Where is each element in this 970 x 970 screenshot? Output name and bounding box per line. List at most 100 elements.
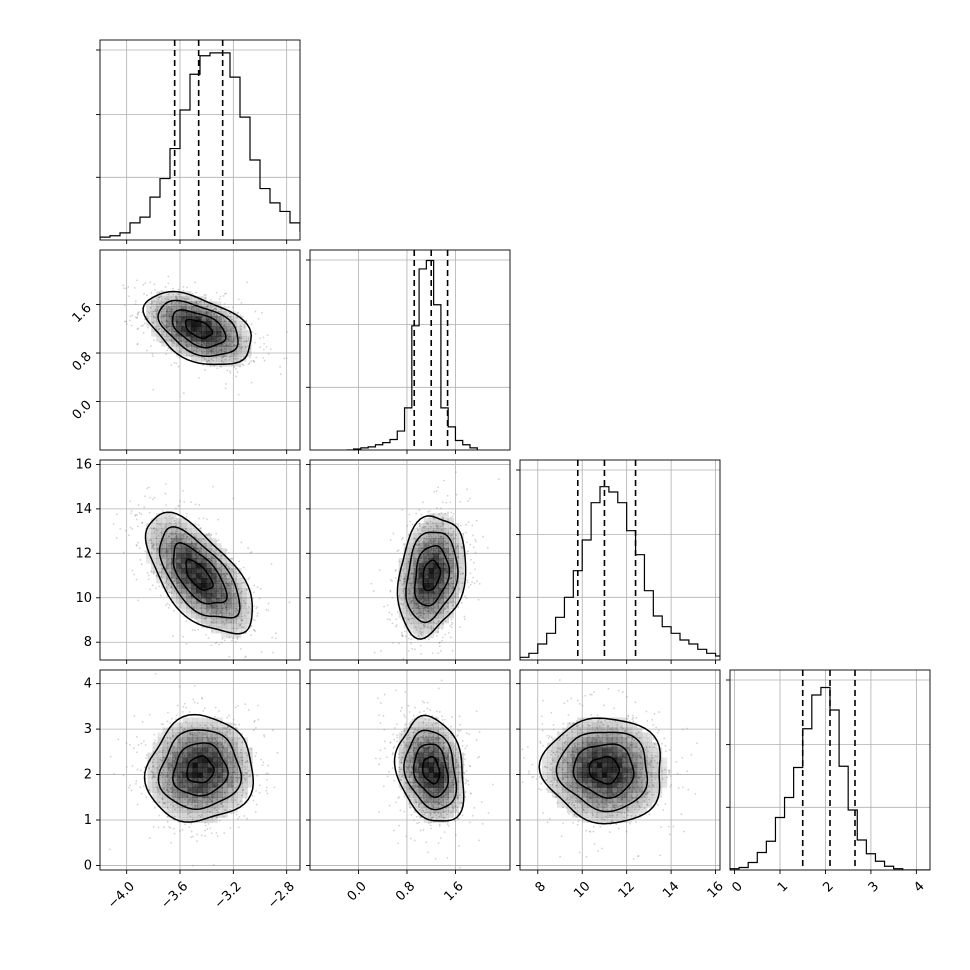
pair-1-density-cell [221,618,227,624]
pair-0-point [205,353,208,355]
pair-2-point [434,612,437,615]
pair-1-point [231,568,234,570]
pair-2-point [404,635,407,638]
pair-0-point [263,359,266,362]
pair-3-density-cell [172,762,178,768]
pair-3-contour-1 [172,742,229,797]
hist-0-steps [100,52,300,240]
pair-0-density-cell [176,301,182,307]
pair-3-point [242,788,245,791]
pair-2-point [452,587,455,590]
pair-3-point [241,759,244,762]
pair-3-density-cell [167,787,173,793]
pair-2-point [410,642,412,645]
pair-2-point [448,611,451,613]
pair-0-point [216,315,219,317]
pair-3-point [207,728,210,731]
pair-0-point [233,357,235,360]
pair-2-point [400,597,403,600]
pair-3-point [207,737,210,740]
pair-3-point [207,739,210,742]
pair-3-point [152,750,155,753]
pair-1-point [212,557,215,560]
pair-2-point [454,545,457,548]
pair-1-density-cell [196,548,202,554]
pair-3-point [155,781,158,784]
pair-1-point [173,589,176,592]
pair-2-point [419,614,422,617]
pair-3-density-cell [237,797,243,803]
pair-2-point [410,572,413,574]
pair-1-density-cell [156,528,162,534]
pair-0-point [231,325,234,328]
pair-2-point [378,569,381,571]
pair-0-point [222,356,224,359]
pair-3-point [243,777,246,780]
pair-1-density-cell [226,573,232,579]
pair-1-point [216,605,219,608]
pair-1-point [181,537,184,539]
pair-4-point [475,710,478,713]
pair-3-density-cell [162,802,168,808]
pair-1-point [221,585,223,587]
pair-3-point [241,741,244,744]
pair-0-density-cell [171,291,177,297]
pair-1-point [214,642,217,645]
pair-2-point [451,622,454,624]
pair-2-point [465,523,468,526]
pair-0-point [243,340,246,343]
pair-3-density-cell [182,752,188,758]
pair-3-point [163,788,165,790]
pair-0-point [200,356,203,359]
pair-2-point [456,545,459,547]
pair-3-point [231,788,234,791]
pair-2-point [410,601,412,604]
pair-3-point [139,786,142,789]
pair-1-point [151,584,154,587]
pair-0-point [193,346,196,348]
pair-0-point [142,324,145,327]
pair-3-point [158,750,161,753]
pair-2-density-cell [398,608,405,614]
pair-2-point [454,595,456,598]
pair-3-density-cell [227,782,233,788]
pair-2-point [467,500,470,502]
pair-0-density-cell [221,316,227,322]
pair-0-point [212,350,214,353]
pair-1-density-cell [171,593,177,599]
pair-1-density-cell [176,523,182,529]
pair-2-point [394,569,397,572]
pair-3-density-cell [202,812,208,818]
pair-1-point [206,610,209,613]
pair-1-density-cell [221,633,227,639]
pair-2-point [457,556,460,558]
pair-3-contour-2 [157,729,243,811]
pair-1-point [228,591,231,594]
pair-0-point [152,314,155,317]
pair-1-point [252,597,254,600]
pair-0-point [179,340,182,343]
pair-3-density-cell [167,782,173,788]
pair-3-density-cell [177,812,183,818]
pair-3-density-cell [172,787,178,793]
pair-1-point [166,555,169,557]
pair-1-point [240,591,242,594]
pair-0-density-cell [231,356,237,362]
pair-0-density-cell [176,351,182,357]
pair-0-density-cell [211,351,217,357]
pair-3-point [135,751,138,754]
pair-1-density-cell [226,583,232,589]
pair-2-point [449,516,452,519]
pair-0-density-cell [186,296,192,302]
pair-1-density-cell [226,608,232,614]
pair-0-point [219,308,222,311]
pair-0-density-cell [181,321,187,327]
pair-2-point [442,517,445,520]
pair-0-density-cell [201,351,207,357]
pair-1-density-cell [151,568,157,574]
pair-3-point [187,808,189,811]
pair-2-point [472,546,475,549]
pair-1-density-cell [241,618,247,624]
pair-3-point [235,813,238,816]
pair-0-density-cell [236,331,242,337]
